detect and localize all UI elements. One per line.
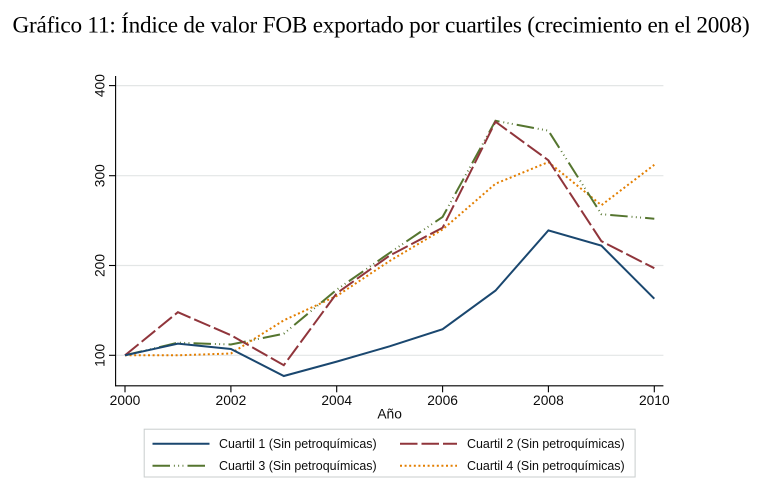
svg-text:100: 100: [93, 343, 108, 366]
svg-text:Gráfico 11: Índice de valor FO: Gráfico 11: Índice de valor FOB exportad…: [13, 13, 750, 39]
svg-text:Año: Año: [377, 407, 402, 422]
svg-text:Cuartil 1 (Sin petroquímicas): Cuartil 1 (Sin petroquímicas): [219, 437, 377, 451]
svg-text:400: 400: [93, 74, 108, 97]
svg-text:2000: 2000: [110, 393, 141, 408]
svg-text:2008: 2008: [533, 393, 564, 408]
svg-text:2010: 2010: [639, 393, 670, 408]
svg-text:200: 200: [93, 254, 108, 277]
svg-text:Cuartil 4 (Sin petroquímicas): Cuartil 4 (Sin petroquímicas): [467, 459, 625, 473]
svg-text:2004: 2004: [321, 393, 352, 408]
svg-text:2002: 2002: [216, 393, 247, 408]
svg-text:Cuartil 3 (Sin petroquímicas): Cuartil 3 (Sin petroquímicas): [219, 459, 377, 473]
svg-text:2006: 2006: [427, 393, 458, 408]
svg-text:300: 300: [93, 164, 108, 187]
svg-text:Cuartil 2 (Sin petroquímicas): Cuartil 2 (Sin petroquímicas): [467, 437, 625, 451]
